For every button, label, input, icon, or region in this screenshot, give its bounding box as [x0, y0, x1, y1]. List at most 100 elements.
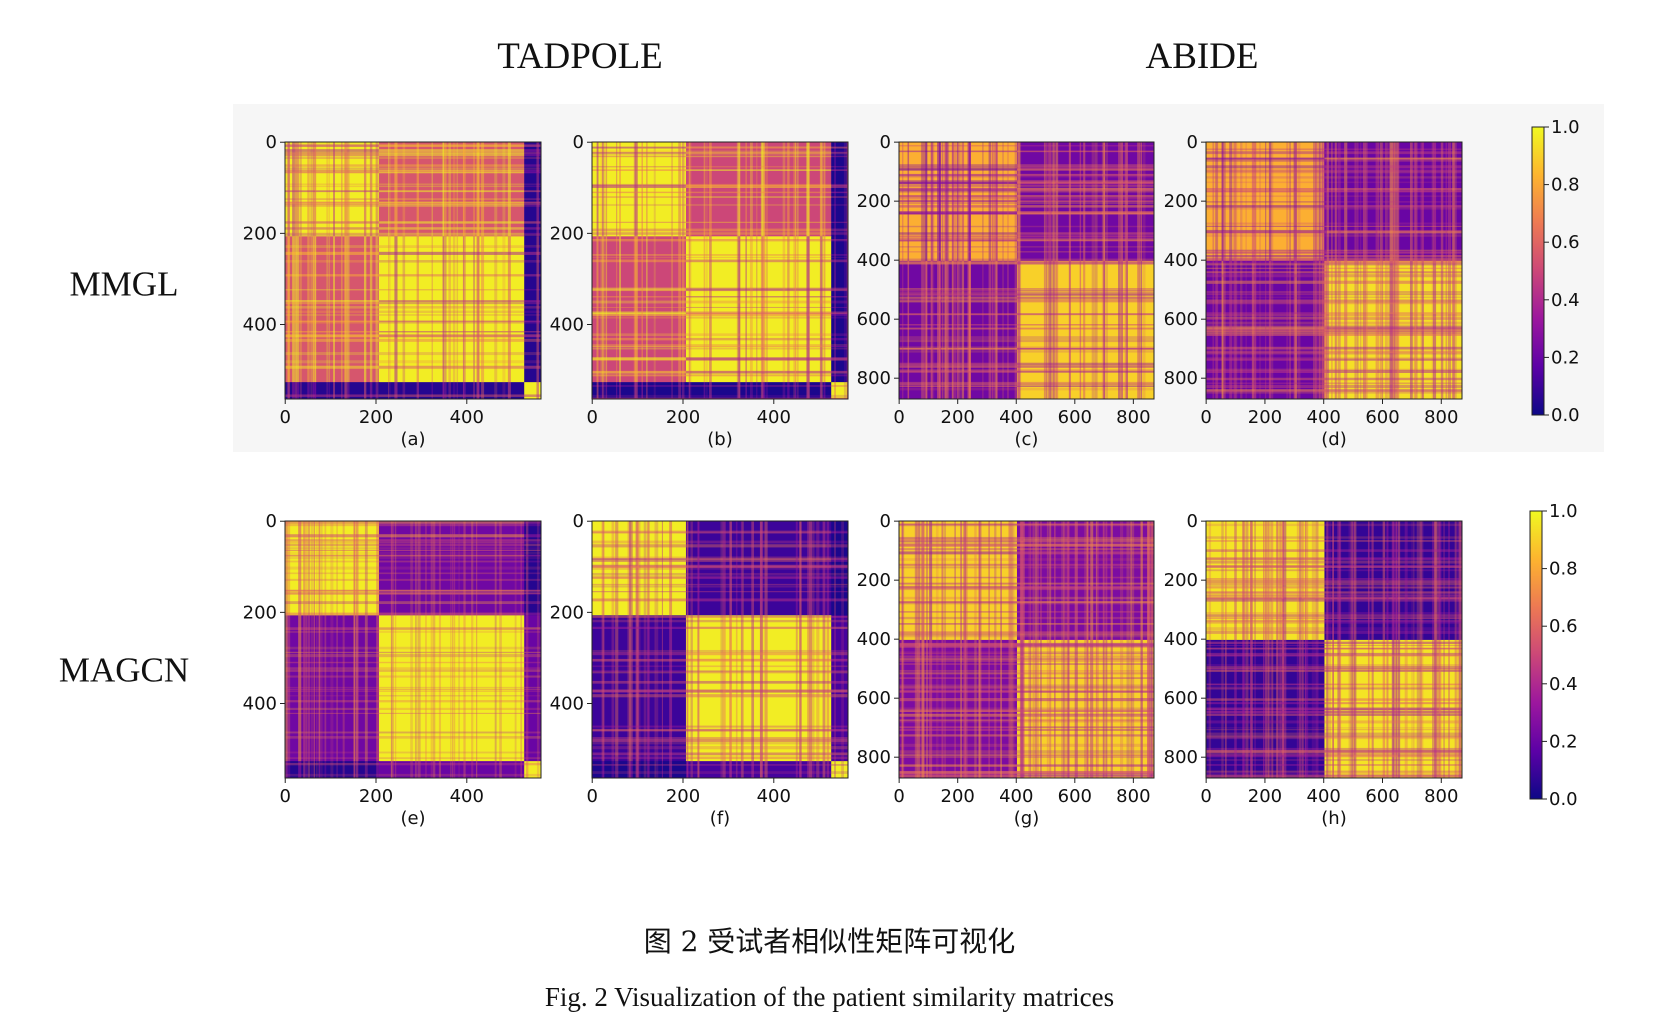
heatmap-stripe [285, 751, 379, 754]
heatmap-stripe [1206, 752, 1325, 756]
heatmap-stripe [524, 589, 541, 592]
heatmap-block [899, 639, 1018, 778]
heatmap-block [1206, 260, 1325, 399]
heatmap-stripe [524, 589, 541, 592]
heatmap-stripe [592, 203, 686, 206]
heatmap-stripe [1377, 260, 1380, 399]
heatmap-stripe [794, 236, 797, 383]
heatmap-stripe [1131, 521, 1135, 640]
heatmap-stripe [930, 260, 933, 399]
heatmap-stripe [592, 371, 686, 374]
heatmap-stripe [899, 523, 1017, 527]
heatmap-stripe [285, 190, 379, 193]
y-tick-label: 0 [880, 132, 891, 153]
heatmap-stripe [616, 142, 618, 237]
heatmap-stripe [831, 385, 848, 387]
heatmap-stripe [646, 521, 650, 616]
heatmap-stripe [285, 251, 379, 255]
heatmap-stripe [646, 615, 650, 762]
heatmap-stripe [899, 601, 1017, 604]
heatmap-stripe [921, 521, 925, 640]
heatmap-stripe [1414, 142, 1417, 261]
heatmap-stripe [378, 667, 525, 670]
y-tick-label: 200 [550, 223, 584, 244]
heatmap-stripe [1324, 368, 1462, 371]
heatmap-stripe [923, 260, 925, 399]
heatmap-stripe [756, 236, 758, 383]
heatmap-stripe [415, 761, 417, 778]
heatmap-stripe [831, 659, 848, 662]
heatmap-stripe [1016, 385, 1154, 387]
heatmap-stripe [1206, 377, 1325, 381]
heatmap-stripe [685, 771, 832, 774]
heatmap-stripe [1324, 713, 1462, 716]
heatmap-block [899, 521, 1018, 641]
heatmap-stripe [1324, 312, 1462, 315]
heatmap-stripe [1443, 639, 1445, 778]
heatmap-stripe [285, 688, 379, 691]
heatmap-stripe [819, 382, 822, 399]
heatmap-stripe [592, 568, 686, 570]
heatmap-stripe [1324, 169, 1462, 173]
heatmap-stripe [1079, 260, 1082, 399]
heatmap-stripe [654, 615, 656, 762]
heatmap-stripe [899, 536, 1017, 539]
heatmap-stripe [1016, 610, 1154, 613]
heatmap-stripe [935, 639, 939, 778]
heatmap-stripe [416, 236, 419, 383]
heatmap-stripe [957, 142, 961, 261]
heatmap-stripe [899, 538, 1017, 541]
heatmap-stripe [356, 521, 358, 616]
heatmap-stripe [795, 521, 798, 616]
heatmap-stripe [285, 167, 379, 170]
heatmap-stripe [1324, 331, 1462, 335]
heatmap-stripe [922, 142, 926, 261]
heatmap-stripe [954, 639, 956, 778]
heatmap-stripe [689, 382, 692, 399]
heatmap-stripe [1016, 633, 1154, 636]
heatmap-stripe [899, 600, 1017, 604]
heatmap-stripe [1016, 690, 1154, 693]
y-tick-label: 600 [857, 309, 891, 330]
heatmap-stripe [285, 335, 379, 338]
heatmap-stripe [285, 365, 379, 369]
heatmap-stripe [321, 615, 323, 762]
heatmap-stripe [1324, 641, 1462, 644]
heatmap-cells [592, 521, 848, 778]
heatmap-stripe [740, 521, 743, 616]
heatmap-stripe [1206, 747, 1325, 751]
heatmap-stripe [1281, 521, 1284, 640]
heatmap-stripe [536, 761, 540, 778]
heatmap-stripe [285, 149, 379, 151]
heatmap-stripe [1324, 750, 1462, 754]
heatmap-stripe [1095, 521, 1099, 640]
heatmap-stripe [303, 615, 306, 762]
heatmap-stripe [596, 382, 599, 399]
heatmap-stripe [1283, 639, 1287, 778]
heatmap-stripe [524, 523, 541, 527]
heatmap-stripe [899, 707, 1017, 710]
heatmap-stripe [706, 142, 708, 237]
heatmap-stripe [831, 616, 848, 618]
heatmap-stripe [346, 142, 350, 237]
heatmap-stripe [740, 615, 743, 762]
heatmap-stripe [1137, 142, 1141, 261]
heatmap-stripe [502, 382, 506, 399]
heatmap-stripe [1324, 747, 1462, 751]
heatmap-stripe [921, 521, 925, 640]
y-tick-label: 0 [266, 132, 277, 153]
heatmap-stripe [524, 552, 541, 554]
heatmap-stripe [1206, 711, 1325, 714]
heatmap-stripe [1395, 639, 1398, 778]
heatmap-stripe [378, 612, 525, 616]
heatmap-stripe [1324, 314, 1462, 317]
heatmap-frame [284, 141, 542, 400]
heatmap-stripe [1206, 190, 1325, 192]
heatmap-stripe [740, 761, 743, 778]
heatmap-stripe [592, 333, 686, 336]
heatmap-stripe [751, 615, 755, 762]
heatmap-stripe [452, 521, 454, 616]
heatmap-stripe [1142, 142, 1146, 261]
heatmap-block [1324, 142, 1462, 262]
